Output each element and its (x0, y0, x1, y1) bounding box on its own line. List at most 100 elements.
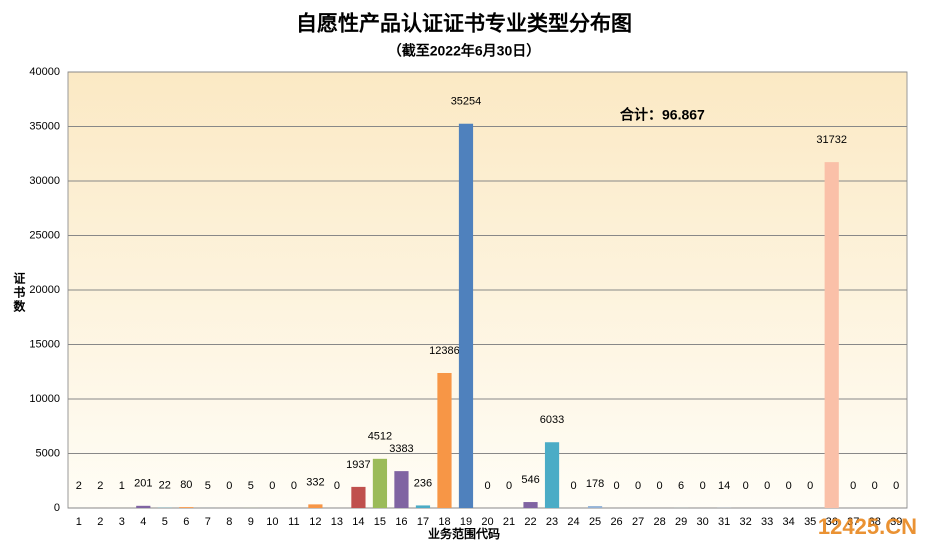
x-tick-label: 25 (589, 516, 601, 528)
x-tick-label: 26 (610, 516, 622, 528)
bar (351, 487, 365, 508)
data-label: 178 (586, 478, 604, 490)
x-tick-label: 14 (352, 516, 364, 528)
x-tick-label: 11 (288, 516, 299, 528)
data-label: 0 (334, 480, 340, 492)
bar (545, 442, 559, 508)
data-label: 80 (180, 479, 192, 491)
data-label: 31732 (816, 134, 847, 146)
x-tick-label: 3 (119, 516, 125, 528)
x-tick-label: 9 (248, 516, 254, 528)
y-tick-label: 40000 (29, 66, 60, 78)
y-tick-label: 35000 (29, 120, 60, 132)
data-label: 0 (269, 480, 275, 492)
data-label: 546 (521, 474, 539, 486)
data-label: 6033 (540, 414, 564, 426)
y-tick-label: 10000 (29, 393, 60, 405)
bar (437, 373, 451, 508)
x-tick-label: 8 (226, 516, 232, 528)
data-label: 201 (134, 478, 152, 490)
x-tick-label: 29 (675, 516, 687, 528)
chart-title: 自愿性产品认证证书专业类型分布图 (296, 12, 632, 36)
data-label: 5 (248, 480, 254, 492)
data-label: 5 (205, 480, 211, 492)
x-tick-label: 30 (697, 516, 709, 528)
x-tick-label: 34 (783, 516, 795, 528)
x-tick-label: 13 (331, 516, 343, 528)
x-axis-label: 业务范围代码 (428, 526, 500, 541)
data-label: 4512 (368, 431, 392, 443)
data-label: 332 (306, 476, 324, 488)
data-label: 0 (893, 480, 899, 492)
data-label: 0 (484, 480, 490, 492)
data-label: 14 (718, 480, 730, 492)
data-label: 35254 (451, 96, 482, 108)
x-tick-label: 5 (162, 516, 168, 528)
y-tick-label: 25000 (29, 229, 60, 241)
y-tick-label: 15000 (29, 338, 60, 350)
data-label: 0 (657, 480, 663, 492)
data-label: 0 (226, 480, 232, 492)
data-label: 0 (291, 480, 297, 492)
data-label: 0 (700, 480, 706, 492)
x-tick-label: 21 (503, 516, 515, 528)
x-tick-label: 33 (761, 516, 773, 528)
x-tick-label: 10 (266, 516, 278, 528)
x-tick-label: 31 (718, 516, 730, 528)
y-tick-label: 5000 (36, 447, 60, 459)
data-label: 0 (786, 480, 792, 492)
x-tick-label: 17 (417, 516, 429, 528)
data-label: 0 (807, 480, 813, 492)
x-tick-label: 1 (76, 516, 82, 528)
chart-subtitle: （截至2022年6月30日） (388, 43, 541, 59)
x-tick-label: 28 (653, 516, 665, 528)
data-label: 0 (850, 480, 856, 492)
bar (308, 504, 322, 508)
data-label: 0 (743, 480, 749, 492)
x-tick-label: 2 (97, 516, 103, 528)
x-tick-label: 15 (374, 516, 386, 528)
bar (588, 506, 602, 508)
data-label: 0 (764, 480, 770, 492)
y-tick-label: 20000 (29, 284, 60, 296)
x-tick-label: 18 (438, 516, 450, 528)
x-tick-label: 23 (546, 516, 558, 528)
bar (394, 471, 408, 508)
data-label: 0 (635, 480, 641, 492)
x-tick-label: 32 (740, 516, 752, 528)
data-label: 1937 (346, 459, 370, 471)
y-tick-label: 30000 (29, 175, 60, 187)
bar (373, 459, 387, 508)
data-label: 2 (97, 480, 103, 492)
x-tick-label: 12 (309, 516, 321, 528)
data-label: 0 (614, 480, 620, 492)
bar (136, 506, 150, 508)
bar (416, 505, 430, 508)
data-label: 0 (570, 480, 576, 492)
data-label: 12386 (429, 345, 460, 357)
data-label: 0 (872, 480, 878, 492)
x-tick-label: 27 (632, 516, 644, 528)
bar (459, 124, 473, 508)
y-tick-label: 0 (54, 502, 60, 514)
annotation: 合计：96.867 (620, 107, 705, 123)
bar (825, 162, 839, 508)
x-tick-label: 35 (804, 516, 816, 528)
data-label: 236 (414, 477, 432, 489)
x-tick-label: 20 (481, 516, 493, 528)
x-tick-label: 24 (567, 516, 579, 528)
data-label: 22 (159, 480, 171, 492)
x-tick-label: 6 (183, 516, 189, 528)
data-label: 3383 (389, 443, 413, 455)
y-axis-label: 证书数 (12, 272, 26, 314)
data-label: 6 (678, 480, 684, 492)
x-tick-label: 19 (460, 516, 472, 528)
x-tick-label: 16 (395, 516, 407, 528)
watermark: 12425.CN (818, 514, 917, 539)
data-label: 2 (76, 480, 82, 492)
x-tick-label: 4 (140, 516, 146, 528)
bar (523, 502, 537, 508)
bar (179, 507, 193, 508)
x-tick-label: 22 (524, 516, 536, 528)
